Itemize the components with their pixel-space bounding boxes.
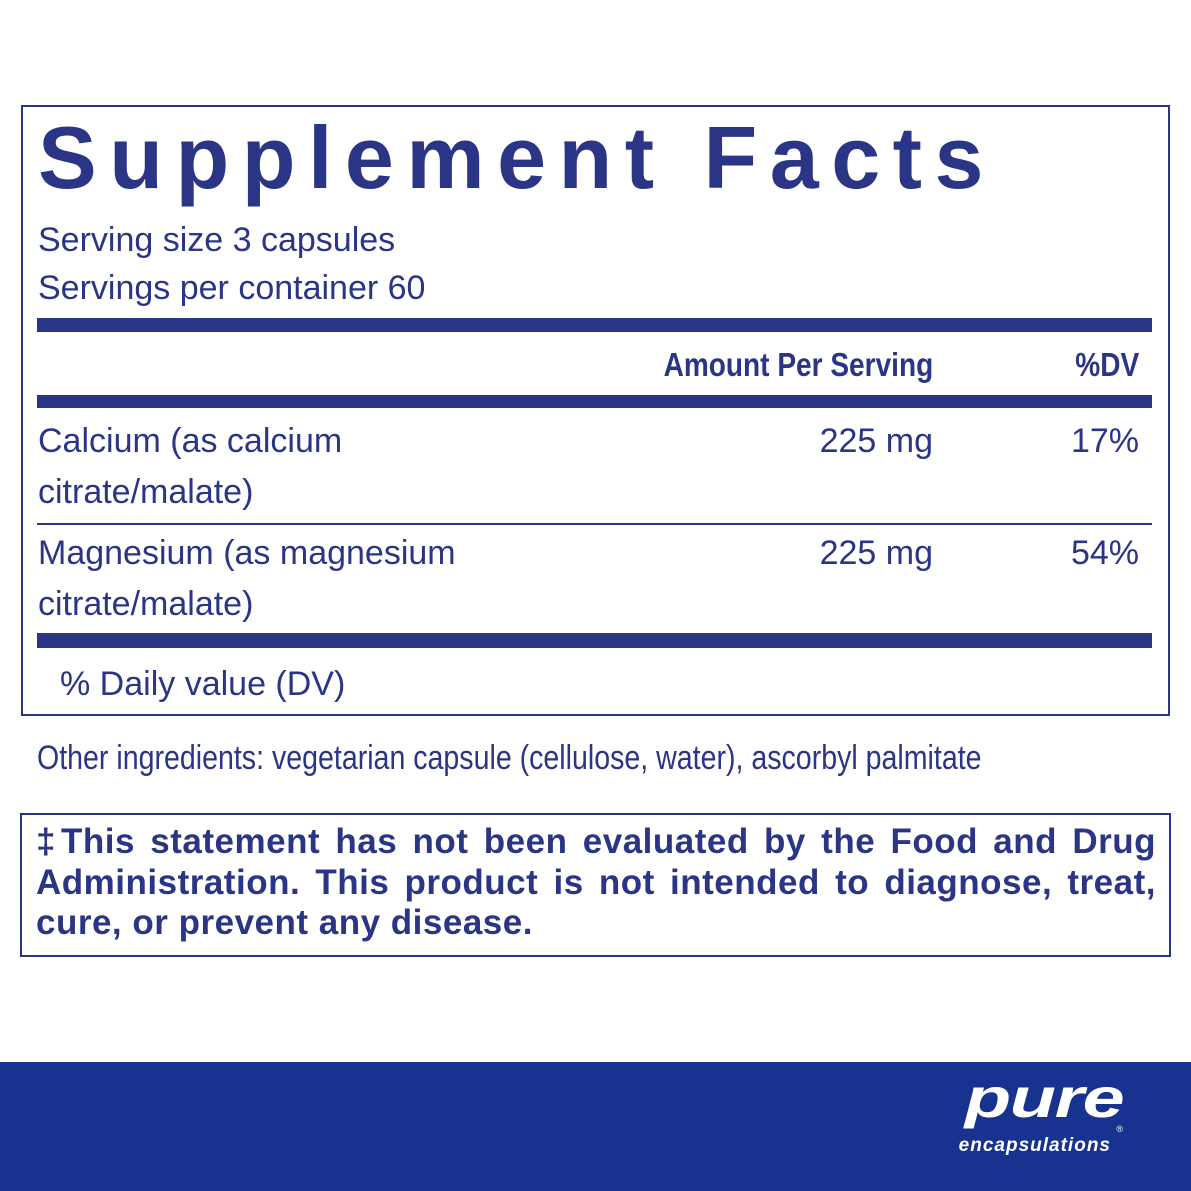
nutrient-amount: 225 mg bbox=[819, 422, 933, 460]
nutrient-name: Magnesium (as magnesium bbox=[38, 534, 456, 572]
nutrient-name: Calcium (as calcium bbox=[38, 422, 343, 460]
supplement-facts-box bbox=[21, 105, 1170, 716]
divider-thick bbox=[37, 633, 1152, 648]
dv-footnote: % Daily value (DV) bbox=[60, 665, 346, 703]
nutrient-name-cont: citrate/malate) bbox=[38, 585, 254, 623]
disclaimer: ‡This statement has not been evaluated b… bbox=[36, 822, 1156, 942]
brand-logo-subtitle: encapsulations bbox=[958, 1135, 1111, 1156]
servings-per-container: Servings per container 60 bbox=[38, 269, 426, 307]
nutrient-dv: 17% bbox=[1070, 422, 1139, 460]
title: Supplement Facts bbox=[38, 108, 996, 207]
serving-size: Serving size 3 capsules bbox=[38, 221, 396, 259]
nutrient-name-cont: citrate/malate) bbox=[38, 473, 254, 511]
dv-header: %DV bbox=[1075, 346, 1139, 383]
nutrient-dv: 54% bbox=[1070, 534, 1139, 572]
amount-header: Amount Per Serving bbox=[663, 346, 933, 383]
brand-footer bbox=[0, 1062, 1191, 1191]
other-ingredients: Other ingredients: vegetarian capsule (c… bbox=[37, 739, 982, 777]
divider-thick bbox=[37, 318, 1152, 332]
brand-logo: pure bbox=[964, 1066, 1125, 1129]
registered-mark: ® bbox=[1116, 1124, 1123, 1134]
divider-thick bbox=[37, 395, 1152, 408]
nutrient-amount: 225 mg bbox=[819, 534, 933, 572]
divider-thin bbox=[37, 523, 1152, 525]
disclaimer-box bbox=[20, 813, 1171, 957]
